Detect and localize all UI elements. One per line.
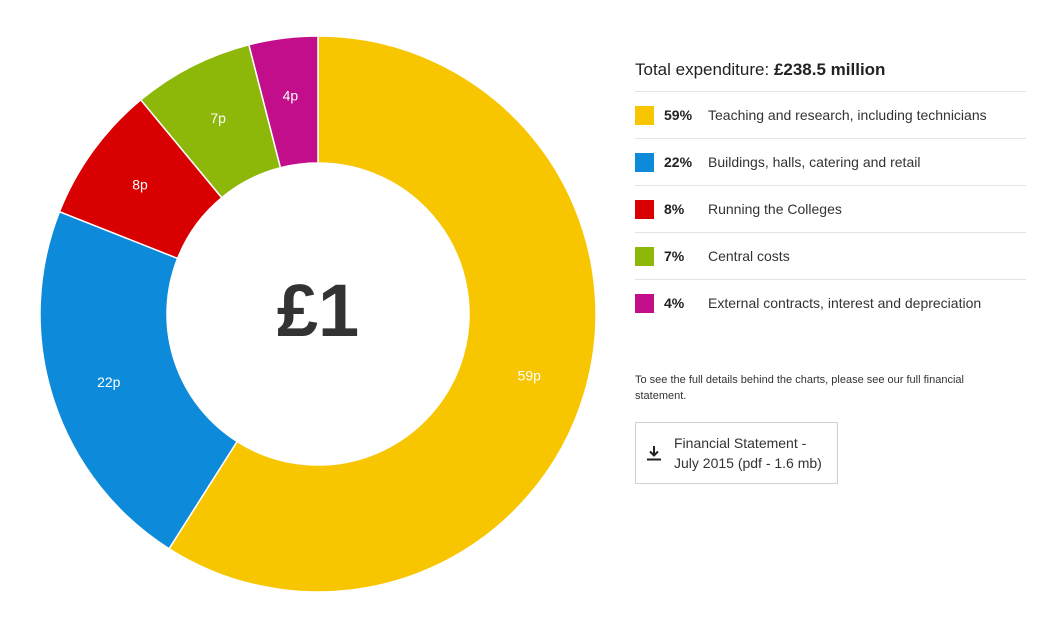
slice-label: 4p xyxy=(283,88,299,104)
slice-label: 59p xyxy=(518,367,542,383)
legend-swatch xyxy=(635,293,654,313)
legend-swatch xyxy=(635,246,654,266)
legend-swatch xyxy=(635,152,654,172)
download-label-line1: Financial Statement - xyxy=(674,435,807,451)
total-value: £238.5 million xyxy=(773,60,886,79)
donut-chart: 59p 22p 8p 7p 4p £1 xyxy=(39,35,597,593)
legend-label: Buildings, halls, catering and retail xyxy=(708,154,921,170)
center-label: £1 xyxy=(277,269,359,352)
donut-slice xyxy=(39,210,239,550)
download-label: Financial Statement - July 2015 (pdf - 1… xyxy=(674,433,822,473)
legend-item: 4% External contracts, interest and depr… xyxy=(635,280,1026,326)
legend-percent: 59% xyxy=(664,107,693,123)
slice-label: 8p xyxy=(132,177,148,193)
donut-slice xyxy=(247,35,319,169)
legend-percent: 8% xyxy=(664,201,685,217)
legend-item: 22% Buildings, halls, catering and retai… xyxy=(635,139,1026,186)
legend-percent: 4% xyxy=(664,295,685,311)
donut-slice xyxy=(168,35,597,593)
legend: 59% Teaching and research, including tec… xyxy=(635,92,1026,326)
legend-item: 59% Teaching and research, including tec… xyxy=(635,92,1026,139)
financial-note: To see the full details behind the chart… xyxy=(635,374,964,402)
legend-panel: Total expenditure: £238.5 million 59% Te… xyxy=(635,60,1026,326)
legend-item: 7% Central costs xyxy=(635,233,1026,280)
legend-label: Teaching and research, including technic… xyxy=(708,107,987,123)
legend-percent: 7% xyxy=(664,248,685,264)
legend-item: 8% Running the Colleges xyxy=(635,186,1026,233)
total-label: Total expenditure: xyxy=(635,60,770,79)
legend-label: External contracts, interest and depreci… xyxy=(708,295,982,311)
legend-swatch xyxy=(635,105,654,125)
download-icon xyxy=(647,446,661,461)
slice-label: 7p xyxy=(210,110,226,126)
download-label-line2: July 2015 (pdf - 1.6 mb) xyxy=(674,455,822,471)
legend-swatch xyxy=(635,199,654,219)
slice-label: 22p xyxy=(97,374,121,390)
total-expenditure: Total expenditure: £238.5 million xyxy=(635,60,1026,92)
legend-percent: 22% xyxy=(664,154,693,170)
legend-label: Central costs xyxy=(708,248,790,264)
legend-label: Running the Colleges xyxy=(708,201,842,217)
download-financial-statement-button[interactable]: Financial Statement - July 2015 (pdf - 1… xyxy=(635,422,838,484)
